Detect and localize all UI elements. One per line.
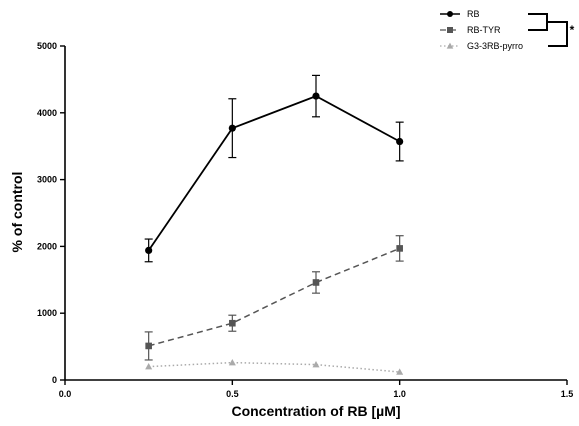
data-point: [229, 319, 236, 327]
legend-marker: [447, 27, 453, 33]
significance-bracket: *: [528, 13, 575, 47]
bracket-inner: [528, 13, 548, 31]
series-line-rb-tyr: [148, 247, 400, 347]
legend-item-rb-tyr: RB-TYR: [440, 25, 501, 35]
series-line-rb: [147, 95, 401, 251]
data-point: [396, 245, 403, 252]
y-tick-label: 2000: [37, 241, 57, 251]
legend-label: G3-3RB-pyrro: [467, 41, 523, 51]
series-rb: [144, 74, 404, 263]
data-point: [312, 92, 320, 100]
data-point: [145, 246, 153, 255]
y-tick-label: 0: [52, 375, 57, 385]
data-point: [228, 124, 236, 132]
legend-label: RB-TYR: [467, 25, 501, 35]
y-tick-label: 4000: [37, 108, 57, 118]
data-point: [312, 360, 320, 368]
data-point: [228, 358, 236, 366]
data-point: [145, 362, 153, 370]
legend-marker: [446, 42, 454, 49]
x-tick-label: 0.5: [226, 389, 239, 399]
legend-item-rb: RB: [440, 9, 480, 19]
data-point: [396, 368, 404, 375]
bracket-outer: [547, 21, 568, 47]
y-axis-title: % of control: [9, 172, 25, 253]
data-point: [396, 137, 404, 146]
x-tick-label: 0.0: [59, 389, 72, 399]
axes: 0 1000 2000 3000 4000 5000 0.0 0.5 1.0 1.5: [37, 41, 573, 399]
legend: RB RB-TYR G3-3RB-pyrro *: [440, 9, 575, 51]
y-tick-label: 1000: [37, 308, 57, 318]
series-line-g3-3rb-pyrro: [148, 361, 400, 373]
y-tick-label: 5000: [37, 41, 57, 51]
series-g3-3rb-pyrro: [145, 358, 404, 375]
x-tick-label: 1.0: [393, 389, 406, 399]
legend-marker: [447, 11, 453, 17]
y-tick-label: 3000: [37, 175, 57, 185]
x-axis-title: Concentration of RB [µM]: [231, 403, 400, 419]
series-layer: [144, 74, 404, 375]
legend-item-g3-3rb-pyrro: G3-3RB-pyrro: [440, 41, 523, 51]
data-point: [312, 279, 320, 286]
significance-asterisk: *: [570, 23, 575, 37]
series-rb-tyr: [144, 235, 404, 361]
data-point: [145, 342, 152, 350]
legend-label: RB: [467, 9, 480, 19]
x-tick-label: 1.5: [561, 389, 574, 399]
